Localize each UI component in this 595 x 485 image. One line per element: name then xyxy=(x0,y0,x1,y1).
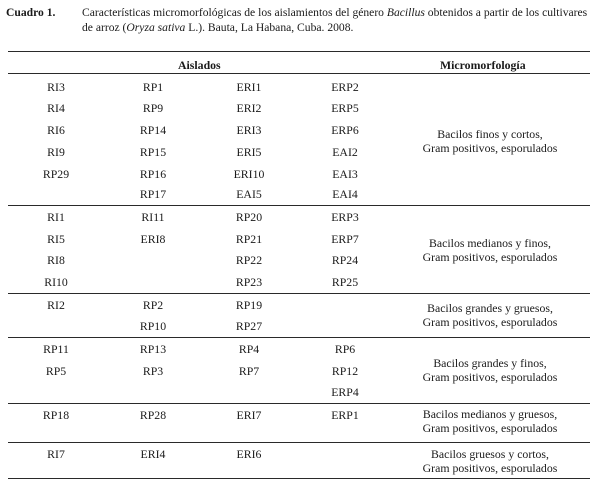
caption-text-part: L.). Bauta, La Habana, Cuba. 2008. xyxy=(185,20,354,34)
isolate-cell: RP15 xyxy=(139,145,167,159)
group-separator-rule xyxy=(8,442,590,443)
isolate-cell: RP11 xyxy=(43,342,69,356)
isolate-cell: ERP4 xyxy=(331,385,359,399)
isolate-cell: RP7 xyxy=(238,364,260,378)
isolate-cell: RI7 xyxy=(47,447,65,461)
micromorphology-description: Bacilos finos y cortos, Gram positivos, e… xyxy=(400,127,580,155)
table-top-rule xyxy=(8,51,590,52)
description-line: Gram positivos, esporulados xyxy=(422,370,558,384)
micromorphology-description: Bacilos grandes y finos, Gram positivos, … xyxy=(400,356,580,384)
caption-text: Características micromorfológicas de los… xyxy=(82,6,591,35)
group-separator-rule xyxy=(8,403,590,404)
isolate-cell: RI3 xyxy=(47,80,65,94)
isolate-cell: RP10 xyxy=(139,319,167,333)
isolate-cell: ERP7 xyxy=(331,232,359,246)
group-separator-rule xyxy=(8,293,590,294)
isolate-cell: EAI2 xyxy=(332,145,358,159)
description-line: Bacilos grandes y finos, xyxy=(433,356,547,370)
isolate-cell: RP1 xyxy=(142,80,164,94)
description-line: Gram positivos, esporulados xyxy=(422,141,558,155)
isolate-cell: EAI3 xyxy=(332,167,358,181)
isolate-cell: RP29 xyxy=(42,167,70,181)
isolate-cell: ERI7 xyxy=(236,408,262,422)
isolate-cell: RP27 xyxy=(235,319,263,333)
caption-species: Oryza sativa xyxy=(126,20,186,34)
caption-text-part: obtenidos a partir de los cultivares de … xyxy=(82,6,588,34)
description-line: Gram positivos, esporulados xyxy=(422,315,558,329)
isolate-cell: ERI10 xyxy=(233,167,265,181)
isolate-cell: RP9 xyxy=(142,101,164,115)
isolate-cell: RP20 xyxy=(235,210,263,224)
isolate-cell: RP22 xyxy=(235,253,263,267)
isolate-cell: ERP3 xyxy=(331,210,359,224)
isolate-cell: RP14 xyxy=(139,123,167,137)
caption-genus: Bacillus xyxy=(386,6,425,19)
caption-label: Cuadro 1. xyxy=(6,6,56,19)
isolate-cell: RP13 xyxy=(139,342,167,356)
isolate-cell: RP5 xyxy=(45,364,67,378)
micromorphology-description: Bacilos medianos y finos, Gram positivos,… xyxy=(400,236,580,264)
description-line: Bacilos medianos y finos, xyxy=(429,236,551,250)
isolate-cell: RI11 xyxy=(141,210,165,224)
isolate-cell: ERP2 xyxy=(331,80,359,94)
micromorphology-description: Bacilos medianos y gruesos, Gram positivo… xyxy=(400,407,580,435)
isolate-cell: RI5 xyxy=(47,232,65,246)
micromorphology-description: Bacilos grandes y gruesos, Gram positivos… xyxy=(400,301,580,329)
group-separator-rule xyxy=(8,205,590,206)
isolate-cell: RP21 xyxy=(235,232,263,246)
isolate-cell: ERP5 xyxy=(331,101,359,115)
table-caption: Cuadro 1. Características micromorfológi… xyxy=(6,6,591,35)
micromorphology-description: Bacilos gruesos y cortos, Gram positivos,… xyxy=(400,447,580,475)
description-line: Gram positivos, esporulados xyxy=(422,421,558,435)
description-line: Gram positivos, esporulados xyxy=(422,461,558,475)
isolate-cell: RI9 xyxy=(47,145,65,159)
isolate-cell: RP6 xyxy=(334,342,356,356)
description-line: Bacilos grandes y gruesos, xyxy=(427,301,553,315)
isolate-cell: RI4 xyxy=(47,101,65,115)
description-line: Bacilos medianos y gruesos, xyxy=(422,407,558,421)
header-micromorphology: Micromorfología xyxy=(440,58,526,72)
isolate-cell: RP2 xyxy=(142,298,164,312)
description-line: Bacilos gruesos y cortos, xyxy=(431,447,549,461)
isolate-cell: EAI5 xyxy=(236,187,262,201)
isolate-cell: RP23 xyxy=(235,275,263,289)
header-isolates: Aislados xyxy=(178,58,221,72)
isolate-cell: RP28 xyxy=(139,408,167,422)
isolate-cell: RI10 xyxy=(44,275,68,289)
isolate-cell: RI2 xyxy=(47,298,65,312)
group-separator-rule xyxy=(8,478,590,479)
isolate-cell: ERI5 xyxy=(236,145,262,159)
isolate-cell: RP24 xyxy=(331,253,359,267)
isolate-cell: ERI2 xyxy=(236,101,262,115)
group-separator-rule xyxy=(8,337,590,338)
isolate-cell: RP12 xyxy=(331,364,359,378)
isolate-cell: RP18 xyxy=(42,408,70,422)
isolate-cell: RI1 xyxy=(47,210,65,224)
isolate-cell: EAI4 xyxy=(332,187,358,201)
isolate-cell: RP4 xyxy=(238,342,260,356)
isolate-cell: RI6 xyxy=(47,123,65,137)
isolate-cell: ERP1 xyxy=(331,408,359,422)
isolate-cell: RI8 xyxy=(47,253,65,267)
isolate-cell: RP16 xyxy=(139,167,167,181)
isolate-cell: RP19 xyxy=(235,298,263,312)
isolate-cell: RP25 xyxy=(331,275,359,289)
isolate-cell: ERI1 xyxy=(236,80,262,94)
isolate-cell: ERI6 xyxy=(236,447,262,461)
description-line: Bacilos finos y cortos, xyxy=(437,127,543,141)
header-bottom-rule xyxy=(8,73,590,74)
isolate-cell: ERP6 xyxy=(331,123,359,137)
description-line: Gram positivos, esporulados xyxy=(422,250,558,264)
isolate-cell: RP17 xyxy=(139,187,167,201)
isolate-cell: ERI3 xyxy=(236,123,262,137)
isolate-cell: RP3 xyxy=(142,364,164,378)
isolate-cell: ERI8 xyxy=(140,232,166,246)
caption-text-part: Características micromorfológicas de los… xyxy=(82,6,387,19)
isolate-cell: ERI4 xyxy=(140,447,166,461)
